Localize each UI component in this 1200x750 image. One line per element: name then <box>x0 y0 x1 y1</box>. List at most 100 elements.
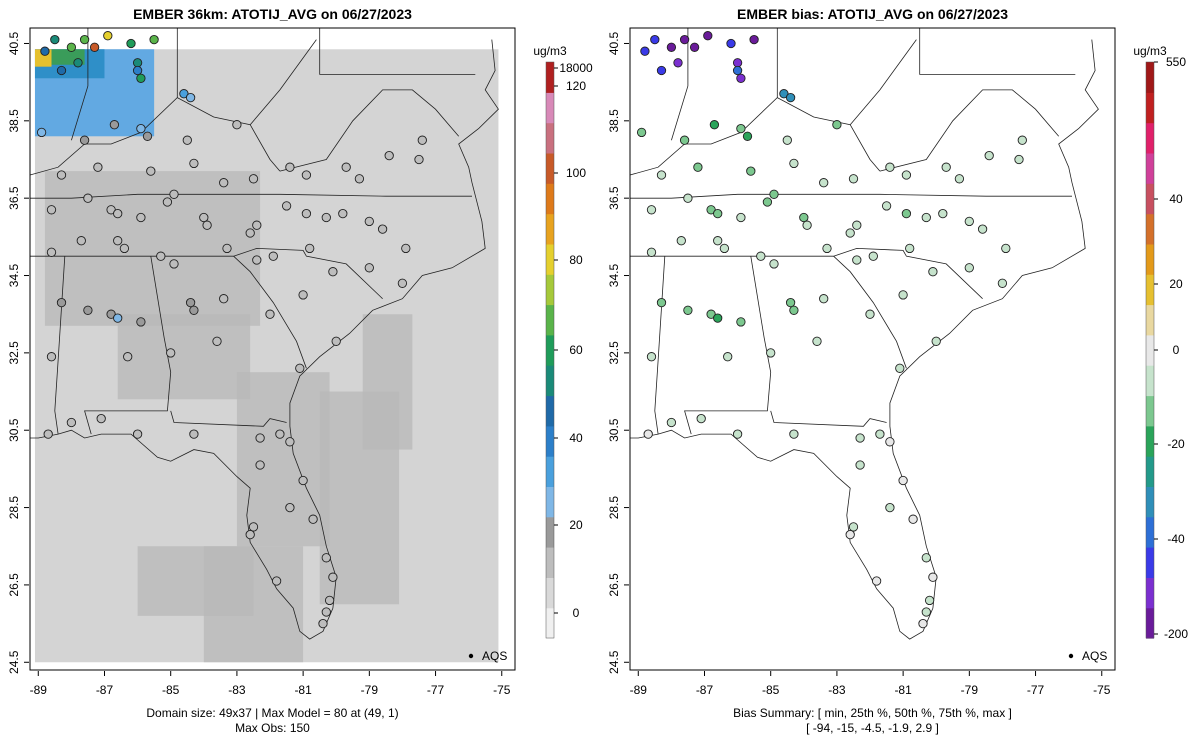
station-point <box>56 297 67 308</box>
station-point <box>341 162 351 172</box>
station-point <box>285 162 295 172</box>
colorbar-segment <box>546 274 554 306</box>
colorbar-tick-label: 80 <box>569 253 583 267</box>
colorbar-segment <box>1146 274 1154 306</box>
x-tick-label: -89 <box>30 683 48 697</box>
y-tick-label: 36.5 <box>607 186 621 210</box>
station-point <box>202 220 212 230</box>
model-elevated-cells <box>362 314 413 450</box>
x-tick-label: -85 <box>162 683 180 697</box>
colorbar-segment <box>546 213 554 245</box>
state-boundary <box>849 39 917 125</box>
station-point <box>232 120 242 130</box>
plot-box <box>29 27 516 671</box>
station-point <box>169 189 179 199</box>
station-point <box>679 34 690 45</box>
station-point <box>742 131 753 141</box>
station-point <box>646 352 657 362</box>
station-point <box>248 522 259 532</box>
station-point <box>219 294 229 304</box>
station-point <box>149 34 159 45</box>
station-point <box>964 263 974 273</box>
model-grid-field <box>34 49 499 663</box>
colorbar-segment <box>1146 122 1154 154</box>
station-point <box>301 170 312 180</box>
station-point <box>855 433 865 443</box>
station-point <box>802 220 812 230</box>
colorbar-segment <box>546 607 554 639</box>
station-point <box>265 309 275 319</box>
aqs-legend-dot <box>468 653 474 659</box>
station-point <box>66 417 77 428</box>
coastline <box>630 39 1099 640</box>
station-point <box>46 352 57 362</box>
state-boundary <box>671 28 689 141</box>
station-point <box>908 514 918 524</box>
station-point <box>964 216 974 227</box>
station-point <box>789 429 799 439</box>
colorbar-segment <box>546 62 554 93</box>
station-point <box>683 193 693 203</box>
colorbar-segment <box>1146 365 1154 397</box>
station-point <box>83 193 93 203</box>
colorbar-segment <box>546 395 554 427</box>
station-point <box>1017 135 1027 145</box>
station-point <box>126 38 136 49</box>
state-boundary <box>170 410 287 427</box>
colorbar-segment <box>1146 334 1154 366</box>
station-point <box>822 243 832 254</box>
colorbar-segment <box>1146 547 1154 578</box>
station-point <box>885 162 895 172</box>
colorbar-segment <box>1146 183 1154 215</box>
colorbar-segment <box>1146 62 1154 93</box>
colorbar-segment <box>546 577 554 609</box>
station-point <box>328 572 338 582</box>
x-tick-label: -75 <box>493 683 511 697</box>
station-point <box>736 123 746 134</box>
x-tick-label: -87 <box>696 683 714 697</box>
station-point <box>785 92 796 103</box>
state-boundary <box>30 193 472 199</box>
station-point <box>732 58 743 68</box>
colorbar-unit: ug/m3 <box>1133 44 1167 58</box>
colorbar-tick-label: 18000 <box>559 61 593 75</box>
station-point <box>298 290 308 300</box>
station-point <box>736 317 746 327</box>
station-point <box>119 243 130 254</box>
aqs-legend-label: AQS <box>482 649 507 663</box>
bias-summary-values: [ -94, -15, -4.5, -1.9, 2.9 ] <box>806 721 939 735</box>
colorbar-segment <box>546 243 554 275</box>
station-point <box>636 127 647 138</box>
colorbar-segment <box>546 547 554 578</box>
y-tick-label: 30.5 <box>607 418 621 442</box>
x-tick-label: -83 <box>828 683 846 697</box>
colorbar-tick-label: 20 <box>569 518 583 532</box>
station-point <box>693 162 703 172</box>
y-tick-label: 38.5 <box>607 109 621 133</box>
station-point <box>248 174 259 184</box>
station-point <box>331 336 341 346</box>
state-boundary <box>319 28 476 75</box>
station-point <box>921 553 931 563</box>
station-point <box>43 429 53 439</box>
station-point <box>666 417 677 428</box>
station-point <box>713 313 723 323</box>
aqs-legend-dot <box>1068 653 1074 659</box>
station-point <box>36 127 47 138</box>
station-point <box>338 208 348 219</box>
x-tick-label: -75 <box>1093 683 1111 697</box>
station-point <box>46 205 57 215</box>
station-point <box>643 429 653 439</box>
station-point <box>673 58 683 68</box>
station-point <box>40 46 50 56</box>
station-point <box>146 166 156 176</box>
state-boundary <box>233 255 307 369</box>
state-boundary <box>833 255 907 369</box>
station-point <box>281 201 292 211</box>
station-point <box>185 92 196 103</box>
station-point <box>732 429 743 439</box>
station-point <box>865 309 875 319</box>
station-point <box>397 278 408 288</box>
station-point <box>417 135 427 145</box>
